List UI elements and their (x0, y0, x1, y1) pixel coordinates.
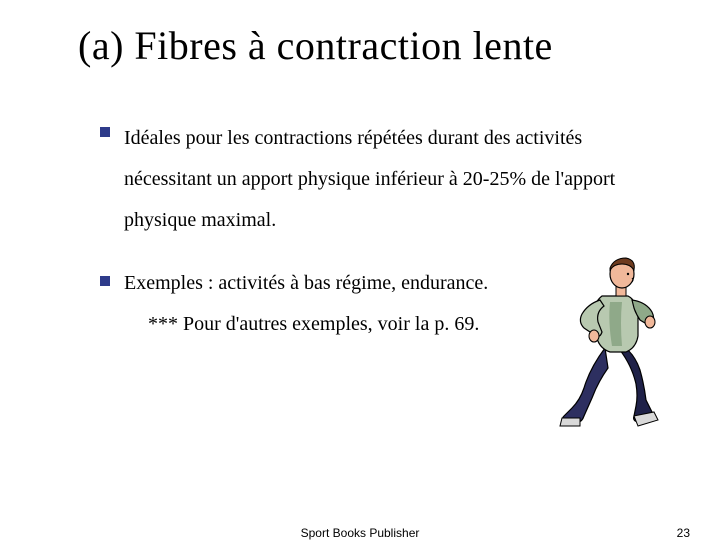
bullet-marker-icon (100, 276, 110, 286)
bullet-marker-icon (100, 127, 110, 137)
slide: (a) Fibres à contraction lente Idéales p… (0, 0, 720, 540)
bullet-item: Idéales pour les contractions répétées d… (100, 118, 660, 241)
bullet-text: Idéales pour les contractions répétées d… (124, 118, 660, 241)
runner-illustration-icon (550, 250, 680, 430)
footer-publisher: Sport Books Publisher (301, 526, 420, 540)
slide-title: (a) Fibres à contraction lente (78, 22, 553, 69)
footer-page-number: 23 (677, 526, 690, 540)
